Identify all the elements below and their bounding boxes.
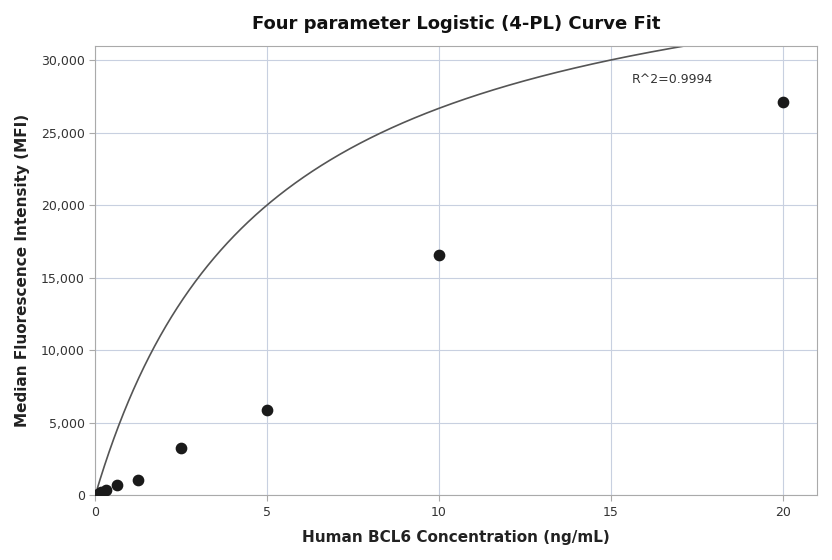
Point	[94, 488, 107, 497]
Point	[110, 480, 123, 489]
Point	[100, 486, 113, 494]
Text: R^2=0.9994: R^2=0.9994	[631, 73, 713, 86]
Title: Four parameter Logistic (4-PL) Curve Fit: Four parameter Logistic (4-PL) Curve Fit	[252, 15, 661, 33]
Point	[260, 405, 274, 414]
X-axis label: Human BCL6 Concentration (ng/mL): Human BCL6 Concentration (ng/mL)	[302, 530, 610, 545]
Point	[131, 475, 145, 484]
Point	[92, 489, 105, 498]
Y-axis label: Median Fluorescence Intensity (MFI): Median Fluorescence Intensity (MFI)	[15, 114, 30, 427]
Point	[433, 250, 446, 259]
Point	[776, 98, 790, 107]
Point	[175, 443, 188, 452]
